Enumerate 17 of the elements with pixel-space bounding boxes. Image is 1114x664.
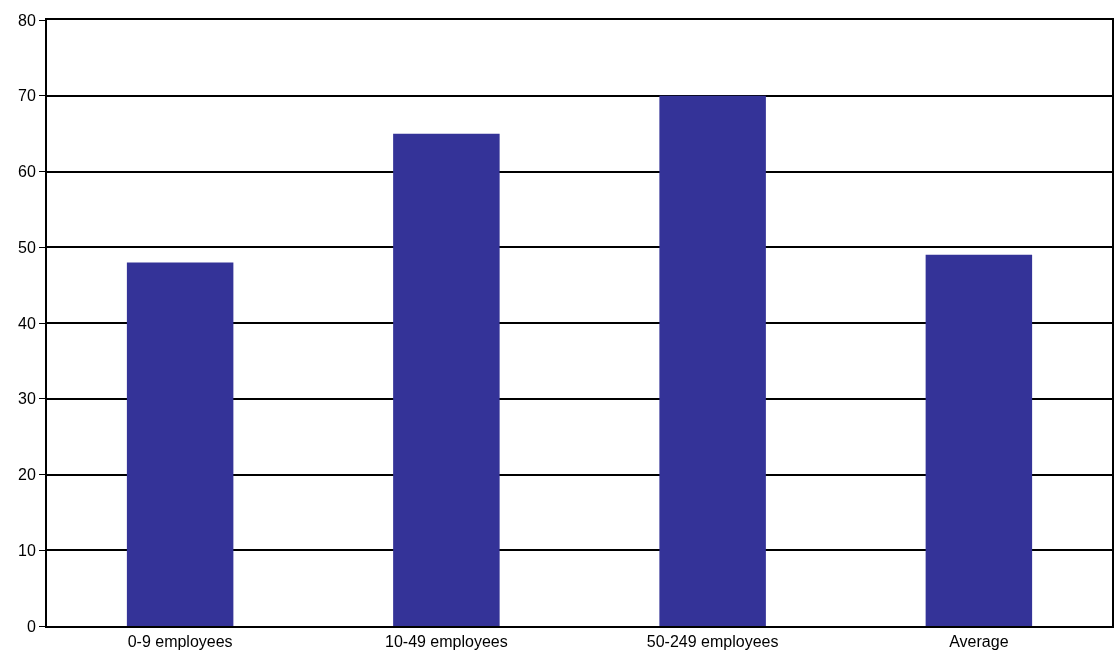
y-tick-label: 30 [18,390,36,408]
y-tick-label: 70 [18,87,36,105]
y-tick-label: 50 [18,238,36,256]
x-tick-label: 0-9 employees [127,633,233,651]
y-tick-label: 40 [18,314,36,332]
bar [659,95,766,626]
y-tick-label: 20 [18,466,36,484]
y-tick-label: 0 [26,617,36,635]
bar [925,254,1033,626]
x-tick-label: 50-249 employees [646,633,779,651]
y-tick-label: 60 [18,163,36,181]
y-tick-label: 80 [18,11,36,29]
x-tick-label: Average [949,633,1009,651]
bar [126,262,234,626]
y-tick-label: 10 [18,541,36,559]
bar [393,133,500,626]
x-tick-label: 10-49 employees [385,633,508,651]
